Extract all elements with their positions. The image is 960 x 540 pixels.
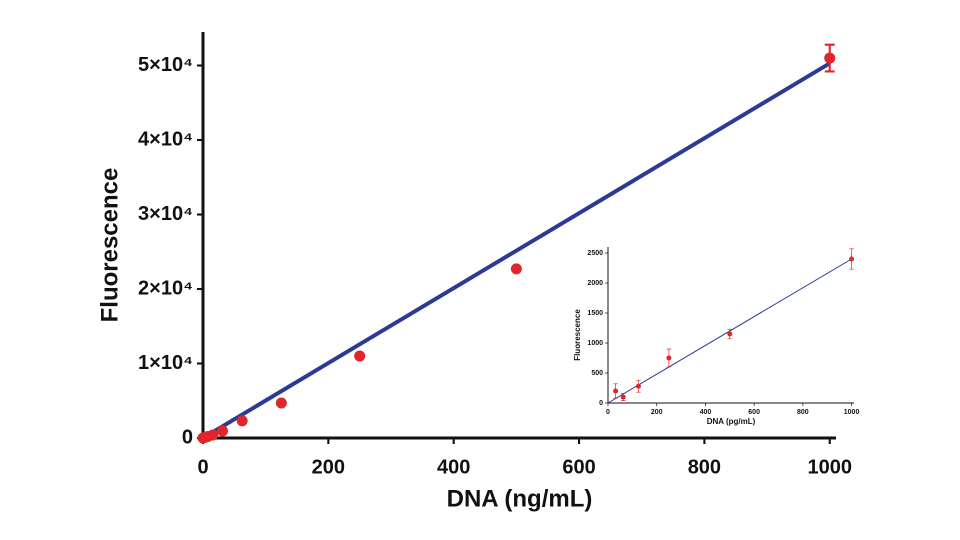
fit-line — [201, 61, 831, 440]
y-axis-title: Fluorescence — [96, 168, 123, 323]
data-point — [635, 383, 641, 389]
x-tick-label: 1000 — [807, 456, 852, 478]
data-point — [849, 256, 855, 262]
y-tick-label: 1000 — [587, 340, 603, 347]
y-tick-label: 2×10⁴ — [138, 277, 193, 299]
y-tick-label: 0 — [182, 426, 193, 448]
x-tick-label: 1000 — [844, 409, 860, 416]
data-point — [727, 331, 733, 337]
data-point — [217, 425, 229, 437]
data-point — [236, 415, 248, 427]
y-tick-label: 0 — [599, 400, 603, 407]
y-tick-label: 1500 — [587, 310, 603, 317]
x-axis-title: DNA (ng/mL) — [447, 485, 593, 512]
y-tick-label: 5×10⁴ — [138, 54, 193, 76]
y-tick-label: 500 — [591, 370, 603, 377]
x-tick-label: 400 — [700, 409, 712, 416]
x-tick-label: 0 — [197, 456, 208, 478]
y-tick-label: 2000 — [587, 280, 603, 287]
x-tick-label: 600 — [748, 409, 760, 416]
data-point — [824, 52, 836, 64]
data-point — [354, 350, 366, 362]
y-axis-title: Fluorescence — [573, 309, 582, 361]
y-tick-label: 3×10⁴ — [138, 203, 193, 225]
x-tick-label: 200 — [312, 456, 345, 478]
y-tick-label: 1×10⁴ — [138, 352, 193, 374]
y-tick-label: 2500 — [587, 250, 603, 257]
data-point — [275, 397, 287, 409]
x-tick-label: 800 — [688, 456, 721, 478]
y-tick-label: 4×10⁴ — [138, 128, 193, 150]
x-tick-label: 400 — [437, 456, 470, 478]
data-point — [620, 394, 626, 400]
x-axis-title: DNA (pg/mL) — [707, 417, 756, 426]
x-tick-label: 200 — [651, 409, 663, 416]
data-point — [666, 355, 672, 361]
x-tick-label: 600 — [562, 456, 595, 478]
x-tick-label: 800 — [797, 409, 809, 416]
data-point — [613, 388, 619, 394]
x-tick-label: 0 — [606, 409, 610, 416]
data-point — [510, 263, 522, 275]
data-point — [207, 429, 219, 441]
